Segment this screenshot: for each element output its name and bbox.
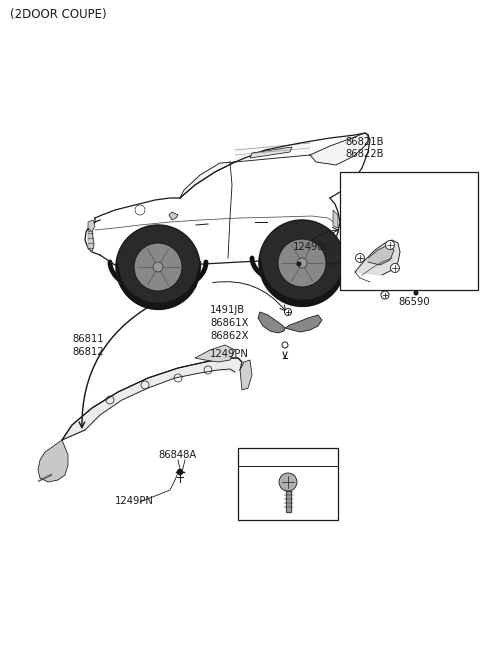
Polygon shape: [286, 491, 290, 512]
Circle shape: [297, 262, 301, 266]
Text: 86822B: 86822B: [345, 149, 384, 159]
Text: 86821B: 86821B: [345, 137, 384, 147]
Circle shape: [297, 258, 307, 268]
Circle shape: [356, 253, 364, 262]
Polygon shape: [355, 240, 400, 275]
Circle shape: [385, 241, 395, 249]
Circle shape: [391, 264, 399, 272]
Text: 1249BC: 1249BC: [293, 242, 332, 252]
Polygon shape: [235, 143, 310, 162]
Circle shape: [177, 469, 183, 475]
Circle shape: [116, 225, 200, 309]
Text: 1335CC: 1335CC: [367, 178, 412, 188]
Polygon shape: [38, 440, 68, 482]
Text: 1491JB: 1491JB: [210, 305, 245, 315]
Bar: [238, 448, 338, 520]
Polygon shape: [285, 315, 322, 332]
Text: 86811: 86811: [72, 334, 104, 344]
Polygon shape: [368, 245, 394, 265]
Polygon shape: [310, 133, 368, 165]
Circle shape: [279, 473, 297, 491]
Polygon shape: [88, 220, 95, 232]
Circle shape: [381, 291, 389, 299]
Text: 86862X: 86862X: [210, 331, 249, 341]
Bar: [340, 172, 478, 290]
Text: (2DOOR COUPE): (2DOOR COUPE): [10, 8, 107, 21]
Text: 86861X: 86861X: [210, 318, 249, 328]
Circle shape: [413, 291, 419, 295]
Text: 86590: 86590: [398, 297, 430, 307]
Text: 86812: 86812: [72, 347, 104, 357]
Text: 86848A: 86848A: [158, 450, 196, 460]
Circle shape: [278, 239, 326, 287]
Polygon shape: [88, 230, 94, 252]
Polygon shape: [250, 147, 292, 158]
Circle shape: [282, 342, 288, 348]
Bar: [286, 491, 290, 512]
Circle shape: [153, 262, 163, 272]
Polygon shape: [180, 162, 235, 198]
Circle shape: [285, 308, 291, 316]
Text: 86825A: 86825A: [387, 244, 425, 254]
Polygon shape: [169, 212, 178, 220]
Text: 1249PN: 1249PN: [210, 349, 249, 359]
Polygon shape: [258, 312, 285, 333]
Polygon shape: [62, 358, 242, 440]
Circle shape: [134, 243, 182, 291]
Text: 1125GB: 1125GB: [253, 454, 300, 464]
Polygon shape: [333, 210, 338, 228]
Text: 1249PN: 1249PN: [115, 496, 154, 506]
Polygon shape: [240, 360, 252, 390]
Polygon shape: [195, 345, 235, 362]
Circle shape: [259, 220, 345, 306]
